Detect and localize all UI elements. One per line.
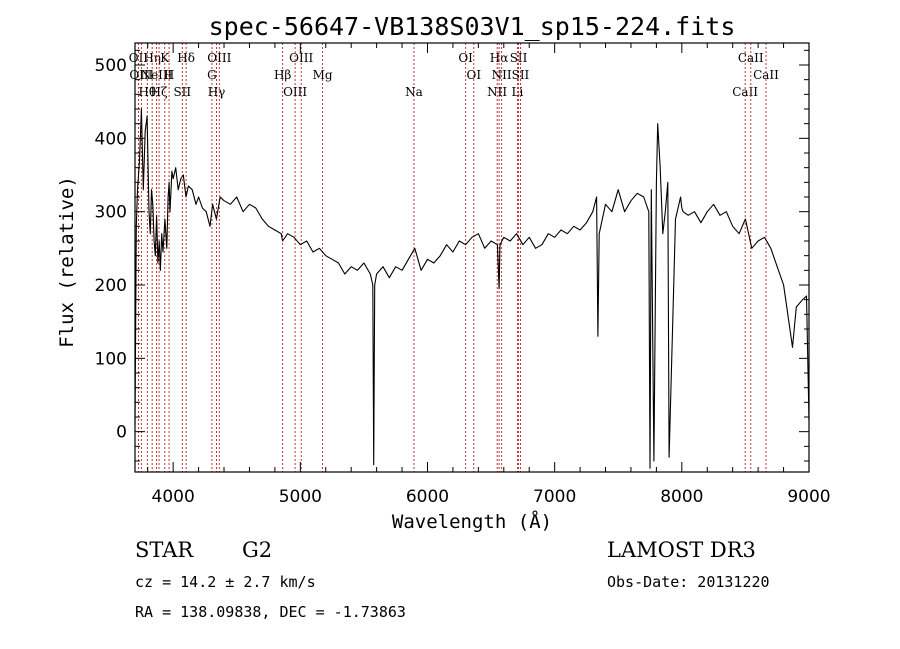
line-label: OIII [289,51,313,65]
coordinates: RA = 138.09838, DEC = -1.73863 [135,603,406,621]
y-tick-label: 300 [95,203,127,223]
line-label: OIII [207,51,231,65]
line-label: OI [466,68,481,82]
line-label: Na [405,85,423,99]
axes-frame [134,42,810,473]
line-label: Hδ [177,51,195,65]
x-tick-label: 7000 [533,487,576,507]
line-label: Hα [490,51,509,65]
object-subclass: G2 [242,538,273,562]
line-label: SII [173,85,191,99]
y-axis-label: Flux (relative) [56,176,78,348]
line-label: Hγ [208,85,226,99]
line-label: CaII [732,85,758,99]
line-label: Li [511,85,523,99]
x-tick-label: 5000 [279,487,322,507]
chart-title: spec-56647-VB138S03V1_sp15-224.fits [209,12,736,41]
y-tick-label: 500 [95,56,127,76]
line-label: Hζ [151,85,168,99]
line-label: CaII [753,68,779,82]
line-label: OIII [283,85,307,99]
x-tick-label: 6000 [406,487,449,507]
spectrum-layer [134,108,810,469]
line-label: SII [512,68,530,82]
y-tick-label: 0 [116,423,127,443]
line-label: OI [458,51,473,65]
line-label: Mg [313,68,333,82]
x-tick-label: 9000 [787,487,830,507]
emission-lines-layer: OIIOIIIHθHηNeIIIHζKHSIIHδGHγOIIIHβOIIIOI… [129,43,779,472]
line-label: NII [487,85,507,99]
redshift-velocity: cz = 14.2 ± 2.7 km/s [135,573,316,591]
survey-name: LAMOST DR3 [607,538,756,562]
line-label: H [164,68,174,82]
y-tick-label: 400 [95,129,127,149]
line-label: Hβ [274,68,291,82]
y-tick-label: 100 [95,349,127,369]
spectrum-line [134,108,810,469]
y-tick-label: 200 [95,276,127,296]
line-label: NII [492,68,512,82]
observation-date: Obs-Date: 20131220 [607,573,770,591]
line-label: SII [510,51,528,65]
line-label: CaII [738,51,764,65]
object-class: STAR [135,538,194,562]
line-label: K [160,51,170,65]
ticks-layer: 4000 5000 6000 7000 8000 9000 0 100 200 300 400 500 [95,43,831,507]
line-label: G [207,68,217,82]
x-tick-label: 4000 [152,487,195,507]
x-tick-label: 8000 [660,487,703,507]
line-label: Hη [143,51,161,65]
line-label: OII [129,51,149,65]
x-axis-label: Wavelength (Å) [392,510,552,533]
